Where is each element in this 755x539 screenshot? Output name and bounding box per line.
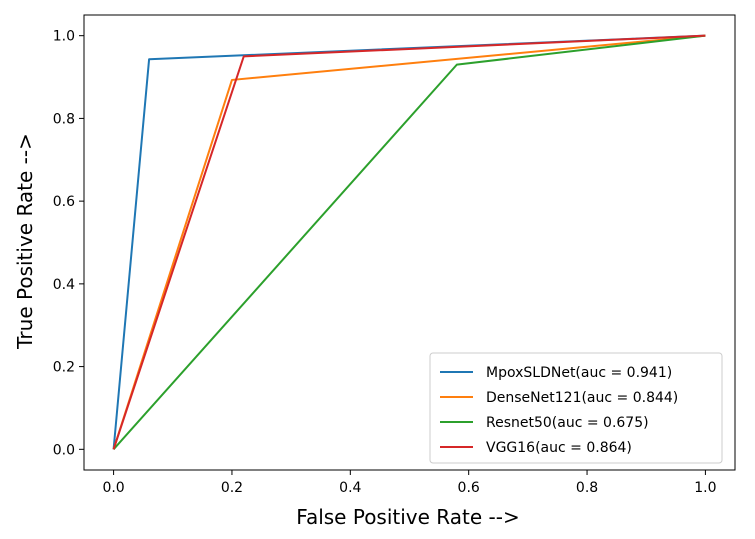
x-axis-label: False Positive Rate --> xyxy=(296,505,519,529)
plot-lines xyxy=(112,34,706,450)
legend-label: DenseNet121(auc = 0.844) xyxy=(486,390,678,406)
y-tick-label: 0.0 xyxy=(53,442,75,458)
x-axis-ticks: 0.0 0.2 0.4 0.6 0.8 1.0 xyxy=(102,470,717,496)
series-line-2 xyxy=(112,34,706,450)
x-tick-label: 1.0 xyxy=(694,480,716,496)
y-axis-label: True Positive Rate --> xyxy=(13,133,37,350)
legend-label: VGG16(auc = 0.864) xyxy=(486,440,632,456)
y-tick-label: 1.0 xyxy=(53,29,75,45)
x-tick-label: 0.8 xyxy=(576,480,598,496)
x-tick-label: 0.0 xyxy=(102,480,124,496)
y-tick-label: 0.2 xyxy=(53,360,75,376)
legend-label: Resnet50(auc = 0.675) xyxy=(486,415,649,431)
y-tick-label: 0.6 xyxy=(53,194,75,210)
x-tick-label: 0.4 xyxy=(339,480,361,496)
series-line-1 xyxy=(112,34,706,450)
y-tick-label: 0.8 xyxy=(53,111,75,127)
x-tick-label: 0.6 xyxy=(458,480,480,496)
y-tick-label: 0.4 xyxy=(53,277,75,293)
x-tick-label: 0.2 xyxy=(221,480,243,496)
y-axis-ticks: 0.0 0.2 0.4 0.6 0.8 1.0 xyxy=(53,29,84,458)
legend: MpoxSLDNet(auc = 0.941) DenseNet121(auc =… xyxy=(429,352,723,464)
series-line-3 xyxy=(112,34,706,450)
legend-label: MpoxSLDNet(auc = 0.941) xyxy=(486,365,672,381)
legend-box xyxy=(429,352,723,464)
legend-items: MpoxSLDNet(auc = 0.941) DenseNet121(auc =… xyxy=(440,365,678,456)
plot-frame xyxy=(83,14,736,471)
